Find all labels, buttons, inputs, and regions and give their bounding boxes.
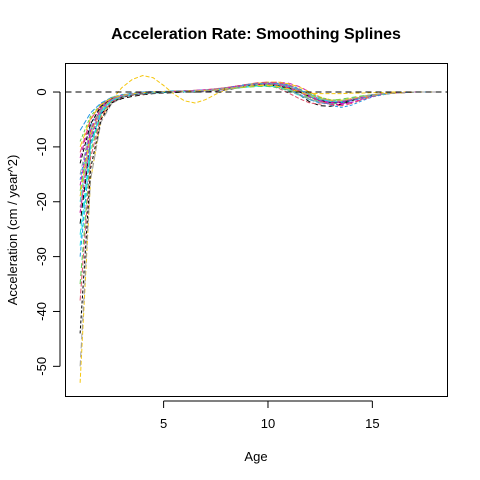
chart-title: Acceleration Rate: Smoothing Splines [111, 26, 401, 43]
y-tick-label: -20 [34, 192, 49, 211]
x-axis: 5 10 15 [160, 400, 380, 431]
y-tick-label: -10 [34, 137, 49, 156]
y-axis: 0 -10 -20 -30 -40 -50 [34, 88, 61, 376]
series-line [79, 83, 435, 208]
series-line [79, 84, 435, 148]
series-line [79, 84, 435, 142]
y-tick-label: -40 [34, 302, 49, 321]
y-tick-label: -30 [34, 247, 49, 266]
y-axis-label: Acceleration (cm / year^2) [5, 155, 20, 306]
x-axis-label: Age [244, 449, 267, 464]
y-tick-label: -50 [34, 357, 49, 376]
y-tick-label: 0 [34, 88, 49, 95]
x-tick-label: 5 [160, 416, 167, 431]
x-tick-label: 10 [261, 416, 275, 431]
plot-frame [65, 63, 448, 397]
x-tick-label: 15 [365, 416, 379, 431]
series-group [79, 75, 435, 383]
